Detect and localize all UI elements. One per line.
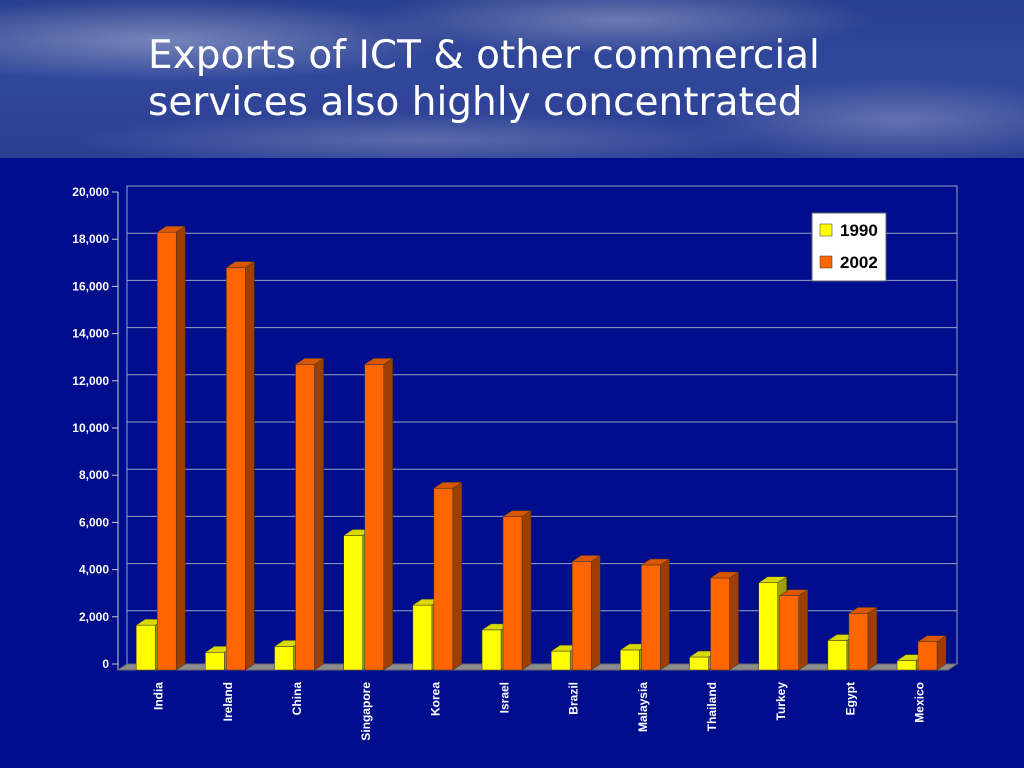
bar-2002-top	[225, 261, 256, 268]
bar-2002-top	[156, 225, 187, 233]
bar-1990	[620, 649, 640, 671]
bar-1990	[343, 535, 363, 671]
bar-2002-top	[363, 358, 394, 365]
bar-2002-top	[778, 589, 809, 596]
legend-label-2002: 2002	[840, 253, 878, 272]
bar-2002-side	[590, 554, 601, 671]
y-tick-label: 14,000	[72, 327, 109, 341]
chart-floor	[116, 663, 959, 671]
bar-2002-top	[433, 482, 463, 489]
bar-2002-top	[294, 358, 325, 365]
bar-2002	[848, 613, 869, 671]
bar-1990	[689, 656, 709, 671]
x-tick-label: Israel	[497, 682, 511, 713]
y-tick-label: 8,000	[79, 468, 109, 482]
bar-2002-top	[640, 558, 671, 566]
bar-1990	[896, 660, 917, 671]
bar-2002	[226, 267, 246, 671]
x-tick-label: Singapore	[359, 682, 373, 741]
bar-2002	[710, 577, 730, 671]
bar-2002-side	[175, 225, 186, 671]
legend: 1990 2002	[811, 212, 887, 282]
bar-1990	[481, 629, 502, 671]
y-tick-label: 10,000	[72, 421, 109, 435]
bar-1990	[274, 646, 294, 671]
y-tick-label: 18,000	[72, 232, 109, 246]
bar-2002-top	[502, 510, 532, 517]
bar-2002-side	[729, 571, 739, 671]
bar-1990	[412, 604, 433, 671]
bar-2002-side	[452, 481, 463, 671]
y-tick-label: 16,000	[72, 279, 109, 293]
bar-2002-side	[314, 357, 324, 671]
slide-header: Exports of ICT & other commercial servic…	[0, 0, 1024, 158]
x-tick-label: India	[152, 682, 166, 710]
y-tick-label: 12,000	[72, 374, 109, 388]
y-tick-label: 0	[102, 657, 109, 671]
y-tick-label: 4,000	[79, 563, 109, 577]
bar-2002	[641, 564, 661, 671]
bar-1990	[205, 652, 225, 671]
bar-2002-side	[867, 606, 878, 671]
slide-title-line2: services also highly concentrated	[148, 80, 803, 125]
x-tick-label: Thailand	[705, 682, 719, 731]
x-tick-label: Egypt	[843, 682, 857, 715]
bar-2002-side	[521, 510, 532, 671]
x-tick-label: Ireland	[221, 682, 235, 721]
bar-2002-top	[848, 607, 878, 614]
bar-2002-top	[571, 555, 602, 562]
y-tick-labels: 20,000 18,000 16,000 14,000 12,000 10,000 8,00…	[72, 185, 109, 671]
bar-1990	[135, 624, 156, 671]
x-tick-label: China	[290, 682, 304, 716]
x-tick-label: Turkey	[774, 682, 788, 721]
x-tick-label: Korea	[428, 682, 442, 716]
legend-swatch-2002	[819, 255, 833, 269]
bar-2002-side	[383, 357, 393, 671]
x-tick-labels: India Ireland China Singapore Korea Israel Bra…	[152, 682, 927, 741]
y-tick-label: 6,000	[79, 515, 109, 529]
bar-2002	[571, 561, 592, 671]
bar-1990-top	[757, 576, 788, 583]
bar-2002	[156, 231, 177, 671]
bar-2002	[502, 516, 523, 671]
slide-title: Exports of ICT & other commercial servic…	[148, 32, 968, 126]
bar-2002	[917, 641, 938, 671]
y-tick-label: 2,000	[79, 610, 109, 624]
bar-2002	[364, 364, 384, 671]
slide-title-line1: Exports of ICT & other commercial	[148, 33, 820, 78]
bar-2002	[433, 488, 454, 671]
legend-swatch-1990	[819, 223, 833, 237]
bar-1990	[827, 640, 848, 671]
bar-chart: 20,000 18,000 16,000 14,000 12,000 10,000 8,00…	[72, 185, 959, 741]
bar-2002-side	[660, 558, 670, 671]
bar-2002	[295, 364, 315, 671]
bar-2002	[779, 595, 799, 671]
bar-1990	[550, 650, 571, 671]
x-tick-label: Mexico	[912, 682, 926, 723]
bar-1990	[758, 582, 778, 671]
x-tick-label: Brazil	[567, 682, 581, 715]
legend-label-1990: 1990	[840, 221, 878, 240]
axes	[112, 191, 959, 671]
x-tick-label: Malaysia	[636, 682, 650, 732]
bar-2002-side	[798, 589, 808, 671]
bar-2002-top	[917, 635, 947, 642]
y-tick-label: 20,000	[72, 185, 109, 199]
bar-2002-top	[709, 571, 740, 579]
bar-2002-side	[245, 261, 255, 671]
bars	[135, 225, 947, 671]
